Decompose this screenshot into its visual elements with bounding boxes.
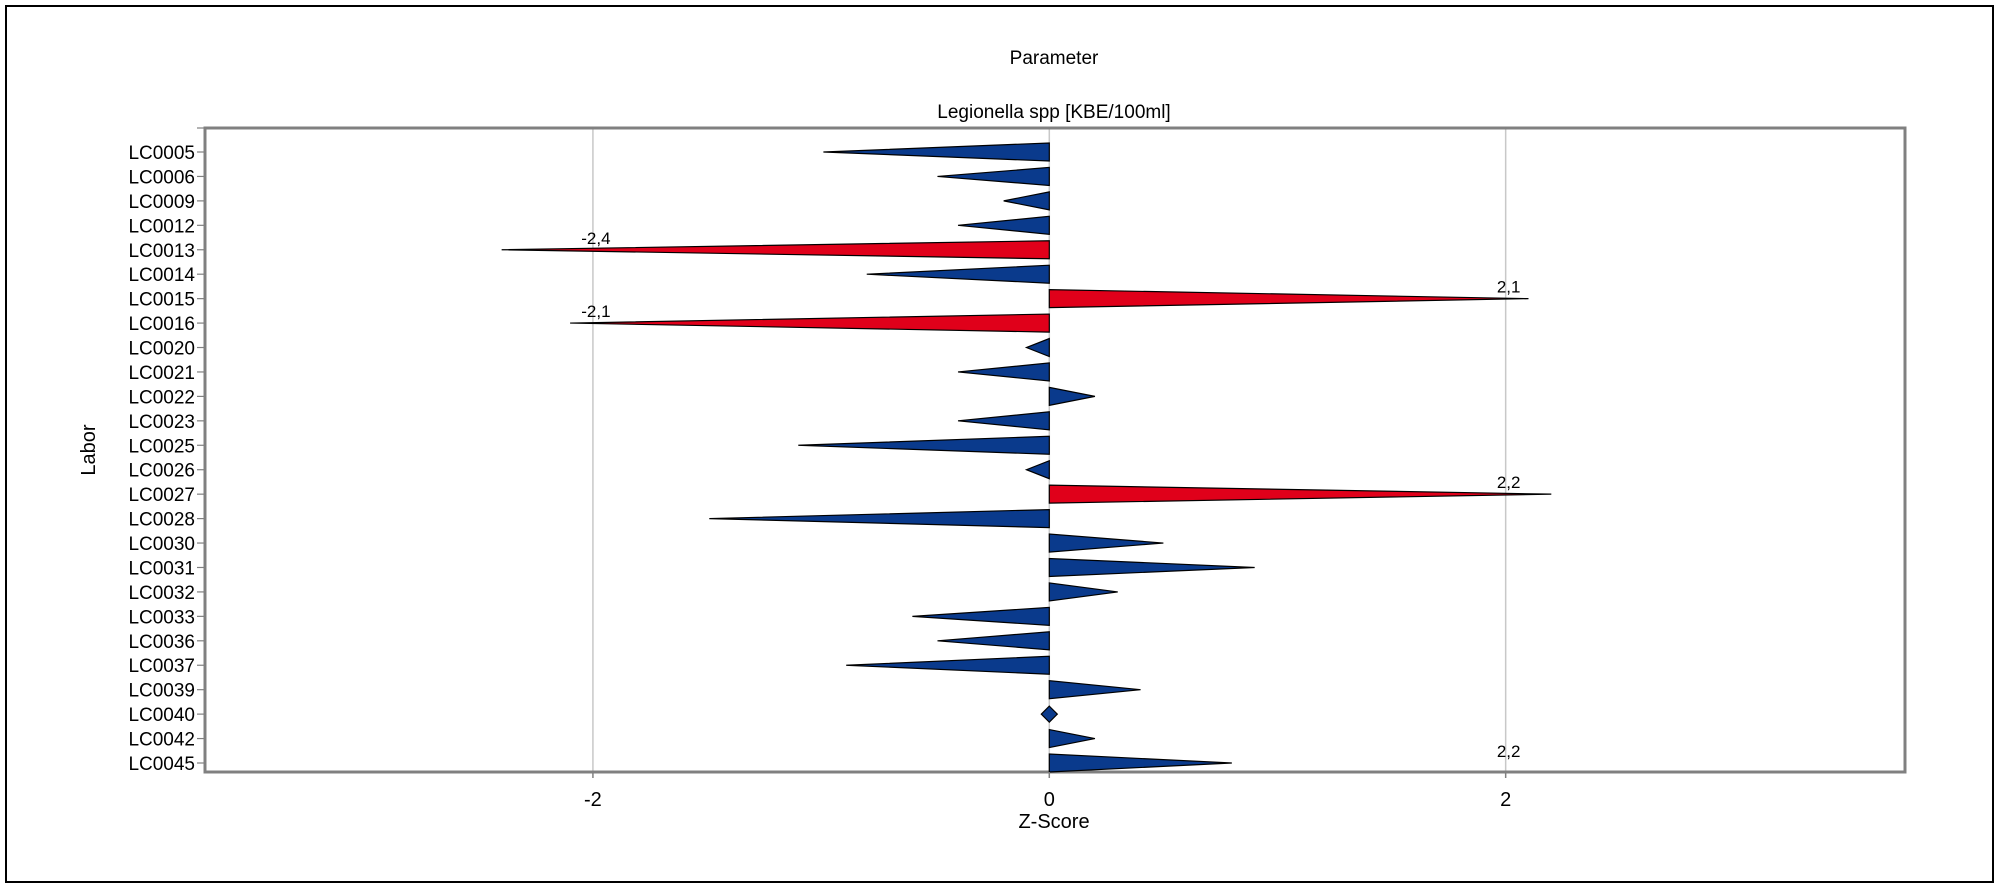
data-mark: [957, 411, 1050, 431]
y-tick-label: LC0016: [128, 314, 195, 335]
y-tick-label: LC0012: [128, 216, 195, 237]
data-mark: [1048, 680, 1141, 700]
data-label: -2,4: [581, 229, 610, 248]
y-tick-label: LC0032: [128, 583, 195, 604]
y-tick-label: LC0037: [128, 656, 195, 677]
data-mark: [1048, 533, 1164, 553]
data-label: 2,1: [1497, 278, 1521, 297]
y-tick-label: LC0022: [128, 387, 195, 408]
y-tick-label: LC0040: [128, 705, 195, 726]
data-mark: [912, 606, 1050, 627]
data-mark: [1048, 557, 1255, 578]
data-mark: [1048, 386, 1096, 407]
x-tick-label: -2: [584, 789, 602, 811]
y-tick-label: LC0015: [128, 290, 195, 311]
y-tick-label: LC0042: [128, 730, 195, 751]
y-axis-title: Labor: [78, 424, 100, 475]
data-mark: [1048, 484, 1552, 504]
y-tick-label: LC0028: [128, 510, 195, 531]
y-tick-label: LC0036: [128, 632, 195, 653]
data-mark: [570, 313, 1050, 333]
data-mark: [1003, 191, 1050, 211]
y-tick-label: LC0031: [128, 558, 195, 579]
y-tick-label: LC0030: [128, 534, 195, 555]
data-mark: [1048, 753, 1232, 773]
chart-title: Parameter: [1010, 48, 1099, 69]
data-mark: [798, 435, 1050, 455]
y-axis-labels: LC0005 LC0006 LC0009 LC0012 LC0013 LC0014 LC00…: [128, 127, 205, 775]
data-label: -2,1: [581, 302, 610, 321]
data-mark: [1048, 728, 1096, 749]
y-tick-label: LC0045: [128, 754, 195, 775]
value-annotations: -2,4 2,1 -2,1 2,2 2,2: [581, 229, 1520, 761]
y-tick-label: LC0020: [128, 339, 195, 360]
chart-subtitle: Legionella spp [KBE/100ml]: [937, 102, 1170, 123]
data-label: 2,2: [1497, 473, 1521, 492]
x-axis-labels: -2 0 2: [584, 772, 1511, 811]
y-tick-label: LC0025: [128, 436, 195, 457]
y-tick-label: LC0013: [128, 241, 195, 262]
data-label: 2,2: [1497, 742, 1521, 761]
y-tick-label: LC0033: [128, 607, 195, 628]
data-mark: [957, 362, 1050, 382]
y-tick-label: LC0006: [128, 167, 195, 188]
y-tick-label: LC0021: [128, 363, 195, 384]
data-marks: [501, 142, 1552, 773]
y-tick-label: LC0009: [128, 192, 195, 213]
data-mark: [1040, 705, 1059, 723]
y-tick-label: LC0005: [128, 143, 195, 164]
x-tick-label: 2: [1500, 789, 1511, 811]
data-mark: [501, 240, 1050, 260]
x-axis-title: Z-Score: [1018, 811, 1089, 833]
y-tick-label: LC0026: [128, 461, 195, 482]
y-tick-label: LC0039: [128, 681, 195, 702]
y-tick-label: LC0014: [128, 265, 195, 286]
data-mark: [937, 631, 1050, 651]
data-mark: [866, 264, 1050, 284]
data-mark: [1024, 459, 1050, 480]
data-mark: [709, 508, 1050, 529]
data-mark: [1024, 337, 1050, 358]
x-tick-label: 0: [1044, 789, 1055, 811]
data-mark: [823, 142, 1050, 162]
data-mark: [846, 655, 1050, 675]
y-tick-label: LC0027: [128, 485, 195, 506]
y-tick-label: LC0023: [128, 412, 195, 433]
data-mark: [1048, 289, 1529, 309]
data-mark: [1048, 582, 1118, 602]
data-mark: [957, 215, 1050, 235]
data-mark: [937, 166, 1050, 187]
